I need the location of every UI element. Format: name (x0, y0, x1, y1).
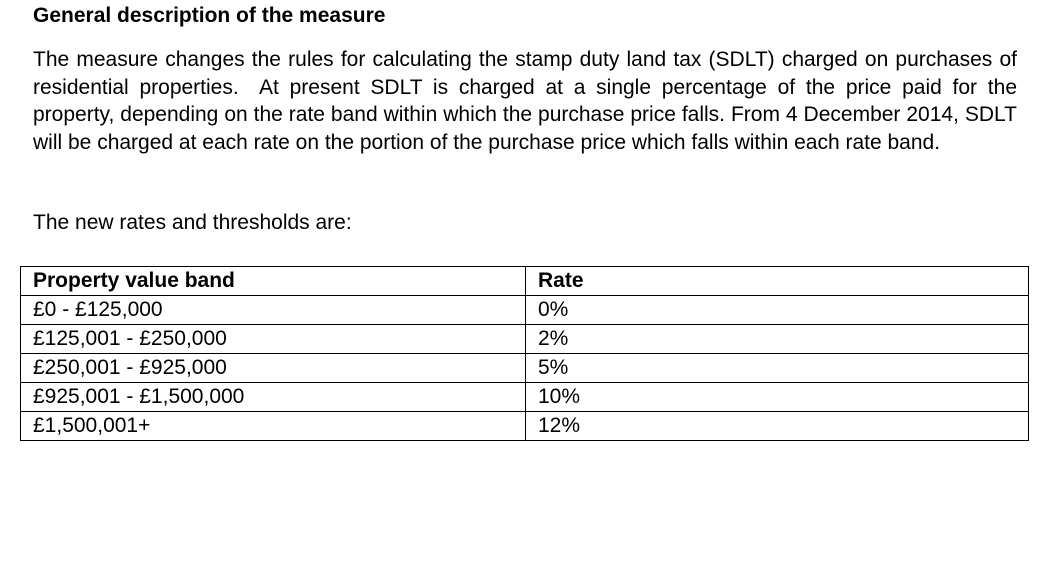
rate-cell: 12% (525, 411, 1029, 441)
table-row: £250,001 - £925,000 5% (20, 353, 1029, 383)
rate-cell: 0% (525, 295, 1029, 325)
table-row: £925,001 - £1,500,000 10% (20, 382, 1029, 412)
heading: General description of the measure (33, 4, 386, 27)
rate-cell: 5% (525, 353, 1029, 383)
header-cell: Property value band (20, 266, 526, 296)
table-row: £0 - £125,000 0% (20, 295, 1029, 325)
intro: The new rates and thresholds are: (33, 211, 352, 234)
rate-cell: 2% (525, 324, 1029, 354)
band-cell: £925,001 - £1,500,000 (20, 382, 526, 412)
table-row: £1,500,001+ 12% (20, 411, 1029, 441)
paragraph: The measure changes the rules for calcul… (33, 48, 1023, 154)
band-cell: £250,001 - £925,000 (20, 353, 526, 383)
band-cell: £1,500,001+ (20, 411, 526, 441)
rate-cell: 10% (525, 382, 1029, 412)
rates-table: Property value band Rate £0 - £125,000 0%… (20, 266, 1029, 441)
table-body: £0 - £125,000 0% £125,001 - £250,000 2% £250… (20, 295, 1029, 441)
table-row: £125,001 - £250,000 2% (20, 324, 1029, 354)
band-cell: £125,001 - £250,000 (20, 324, 526, 354)
band-cell: £0 - £125,000 (20, 295, 526, 325)
header-cell: Rate (525, 266, 1029, 296)
header-row: Property value band Rate (20, 266, 1029, 296)
